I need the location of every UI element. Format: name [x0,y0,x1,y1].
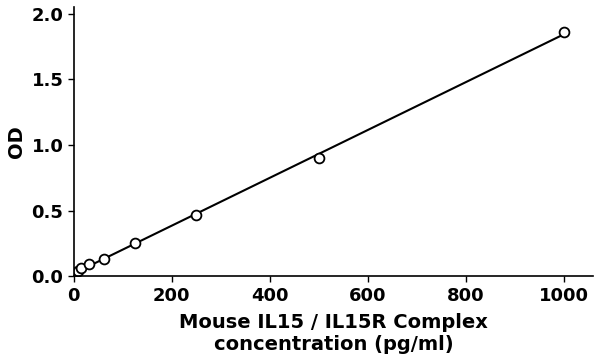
Point [100,256,109,262]
Point [559,29,568,35]
Point [69,271,79,277]
Point [71,269,80,275]
Point [77,266,86,271]
Point [191,212,201,217]
Point [85,262,94,268]
Point [314,155,323,161]
Y-axis label: OD: OD [7,125,26,158]
Point [73,268,82,274]
X-axis label: Mouse IL15 / IL15R Complex
concentration (pg/ml): Mouse IL15 / IL15R Complex concentration… [179,313,488,354]
Point [130,240,140,246]
